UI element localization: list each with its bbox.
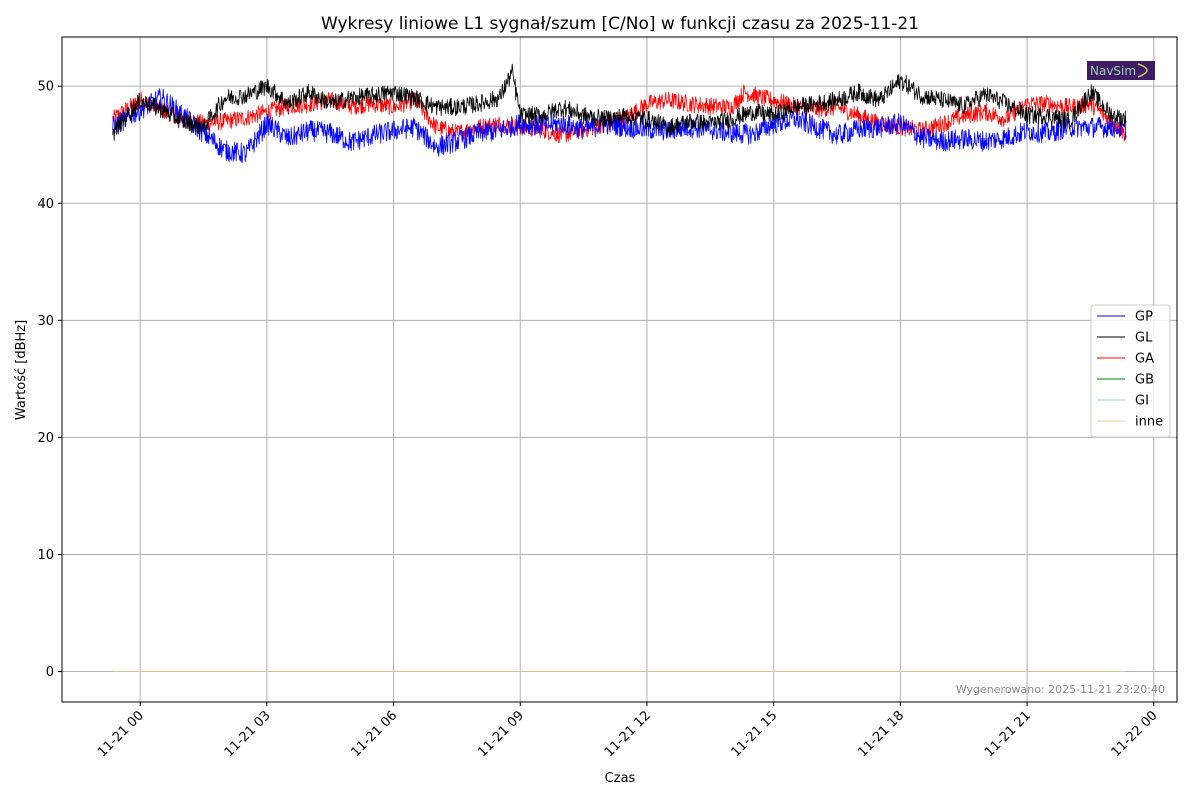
x-axis-label: Czas bbox=[605, 771, 636, 786]
legend: GP GL GA GB GI inne bbox=[1090, 304, 1171, 438]
logo-background bbox=[1087, 61, 1155, 80]
legend-box bbox=[1090, 304, 1171, 438]
y-tick-label: 0 bbox=[46, 665, 54, 680]
x-tick-label: 11-21 03 bbox=[222, 708, 274, 760]
y-tick-label: 40 bbox=[37, 197, 54, 212]
x-axis: 11-21 00 11-21 03 11-21 06 11-21 09 11-21 12… bbox=[95, 702, 1161, 760]
plot-frame bbox=[61, 36, 1178, 703]
generated-annotation: Wygenerowano: 2025-11-21 23:20:40 bbox=[956, 683, 1165, 696]
x-tick-label: 11-21 18 bbox=[855, 708, 907, 760]
logo-text: NavSim bbox=[1090, 64, 1136, 78]
y-tick-label: 50 bbox=[37, 80, 54, 95]
y-tick-label: 10 bbox=[37, 548, 54, 563]
legend-label-gl: GL bbox=[1135, 331, 1153, 346]
x-tick-label: 11-21 06 bbox=[348, 708, 400, 760]
y-tick-label: 30 bbox=[37, 314, 54, 329]
legend-label-gp: GP bbox=[1135, 310, 1153, 325]
chart-title: Wykresy liniowe L1 sygnał/szum [C/No] w … bbox=[321, 14, 919, 34]
x-tick-label: 11-21 00 bbox=[95, 708, 147, 760]
plot-area bbox=[112, 63, 1127, 672]
legend-label-inne: inne bbox=[1135, 415, 1163, 430]
x-tick-label: 11-22 00 bbox=[1109, 708, 1161, 760]
legend-label-gb: GB bbox=[1135, 373, 1154, 388]
legend-label-gi: GI bbox=[1135, 394, 1149, 409]
grid bbox=[62, 37, 1177, 702]
series-line-gp bbox=[112, 88, 1127, 163]
logo: NavSim bbox=[1087, 61, 1155, 80]
y-tick-label: 20 bbox=[37, 431, 54, 446]
x-tick-label: 11-21 15 bbox=[729, 708, 781, 760]
logo-swoosh bbox=[1137, 63, 1148, 78]
y-axis: 0 10 20 30 40 50 bbox=[37, 80, 62, 680]
x-tick-label: 11-21 12 bbox=[602, 708, 654, 760]
x-tick-label: 11-21 21 bbox=[982, 708, 1034, 760]
legend-label-ga: GA bbox=[1135, 352, 1154, 367]
x-tick-label: 11-21 09 bbox=[475, 708, 527, 760]
y-axis-label: Wartość [dBHz] bbox=[14, 320, 29, 420]
series-line-gl bbox=[112, 63, 1127, 141]
